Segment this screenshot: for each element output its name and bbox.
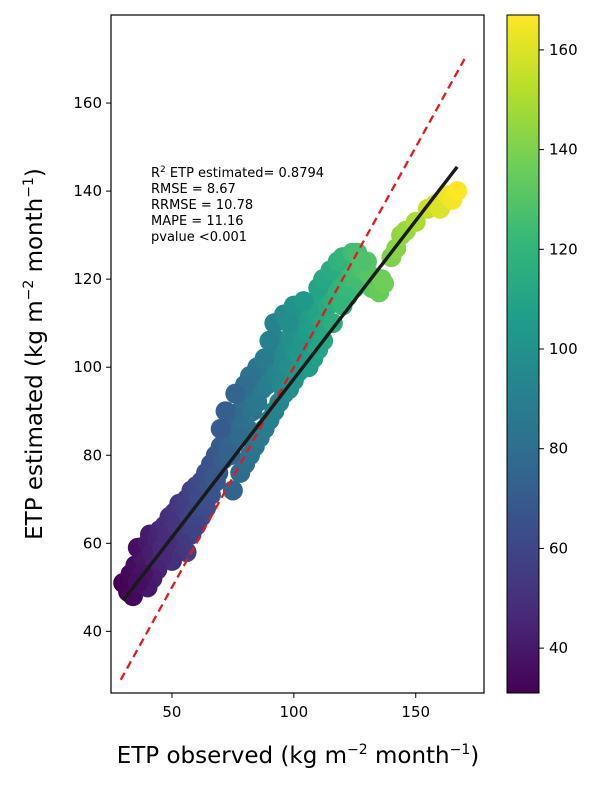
stats-r2: R2 ETP estimated= 0.8794: [151, 165, 324, 181]
data-point: [374, 273, 395, 294]
x-tick-label: 100: [280, 703, 309, 721]
stats-mape: MAPE = 11.16: [151, 214, 244, 229]
y-tick-label: 40: [83, 622, 102, 640]
x-axis-ticks: 50 100 150: [162, 693, 430, 721]
data-point: [210, 418, 231, 439]
y-tick-label: 100: [73, 358, 102, 376]
stats-pvalue: pvalue <0.001: [151, 230, 247, 245]
data-point: [352, 251, 373, 272]
y-tick-label: 140: [73, 182, 102, 200]
data-point: [254, 348, 275, 369]
x-tick-label: 50: [162, 703, 181, 721]
stats-rrmse: RRMSE = 10.78: [151, 198, 253, 213]
colorbar-ticks: 40 60 80 100 120 140 160: [539, 41, 578, 657]
colorbar-tick-label: 80: [549, 440, 568, 458]
colorbar-tick-label: 140: [549, 141, 578, 159]
data-point: [225, 383, 246, 404]
colorbar-tick-label: 40: [549, 639, 568, 657]
colorbar-tick-label: 100: [549, 340, 578, 358]
colorbar-tick-label: 60: [549, 539, 568, 557]
x-axis-title: ETP observed (kg m−2 month−1): [117, 742, 480, 769]
data-point: [215, 401, 236, 422]
data-point: [220, 445, 241, 466]
stats-rmse: RMSE = 8.67: [151, 182, 236, 197]
data-point: [447, 181, 468, 202]
y-axis-ticks: 40 60 80 100 120 140 160: [73, 94, 111, 640]
regression-line: [121, 165, 459, 602]
y-tick-label: 80: [83, 446, 102, 464]
colorbar: [506, 14, 540, 694]
x-tick-label: 150: [401, 703, 430, 721]
y-axis-title: ETP estimated (kg m−2 month−1): [21, 168, 48, 540]
data-point: [322, 313, 343, 334]
colorbar-tick-label: 120: [549, 240, 578, 258]
data-point: [259, 330, 280, 351]
data-point: [293, 291, 314, 312]
colorbar-tick-label: 160: [549, 41, 578, 59]
data-point: [278, 313, 299, 334]
data-point: [222, 480, 243, 501]
y-tick-label: 160: [73, 94, 102, 112]
plot-area-frame: [110, 14, 485, 694]
y-tick-label: 120: [73, 270, 102, 288]
stats-annotation: R2 ETP estimated= 0.8794 RMSE = 8.67 RRM…: [151, 165, 324, 245]
y-tick-label: 60: [83, 534, 102, 552]
one-to-one-line: [119, 58, 466, 681]
